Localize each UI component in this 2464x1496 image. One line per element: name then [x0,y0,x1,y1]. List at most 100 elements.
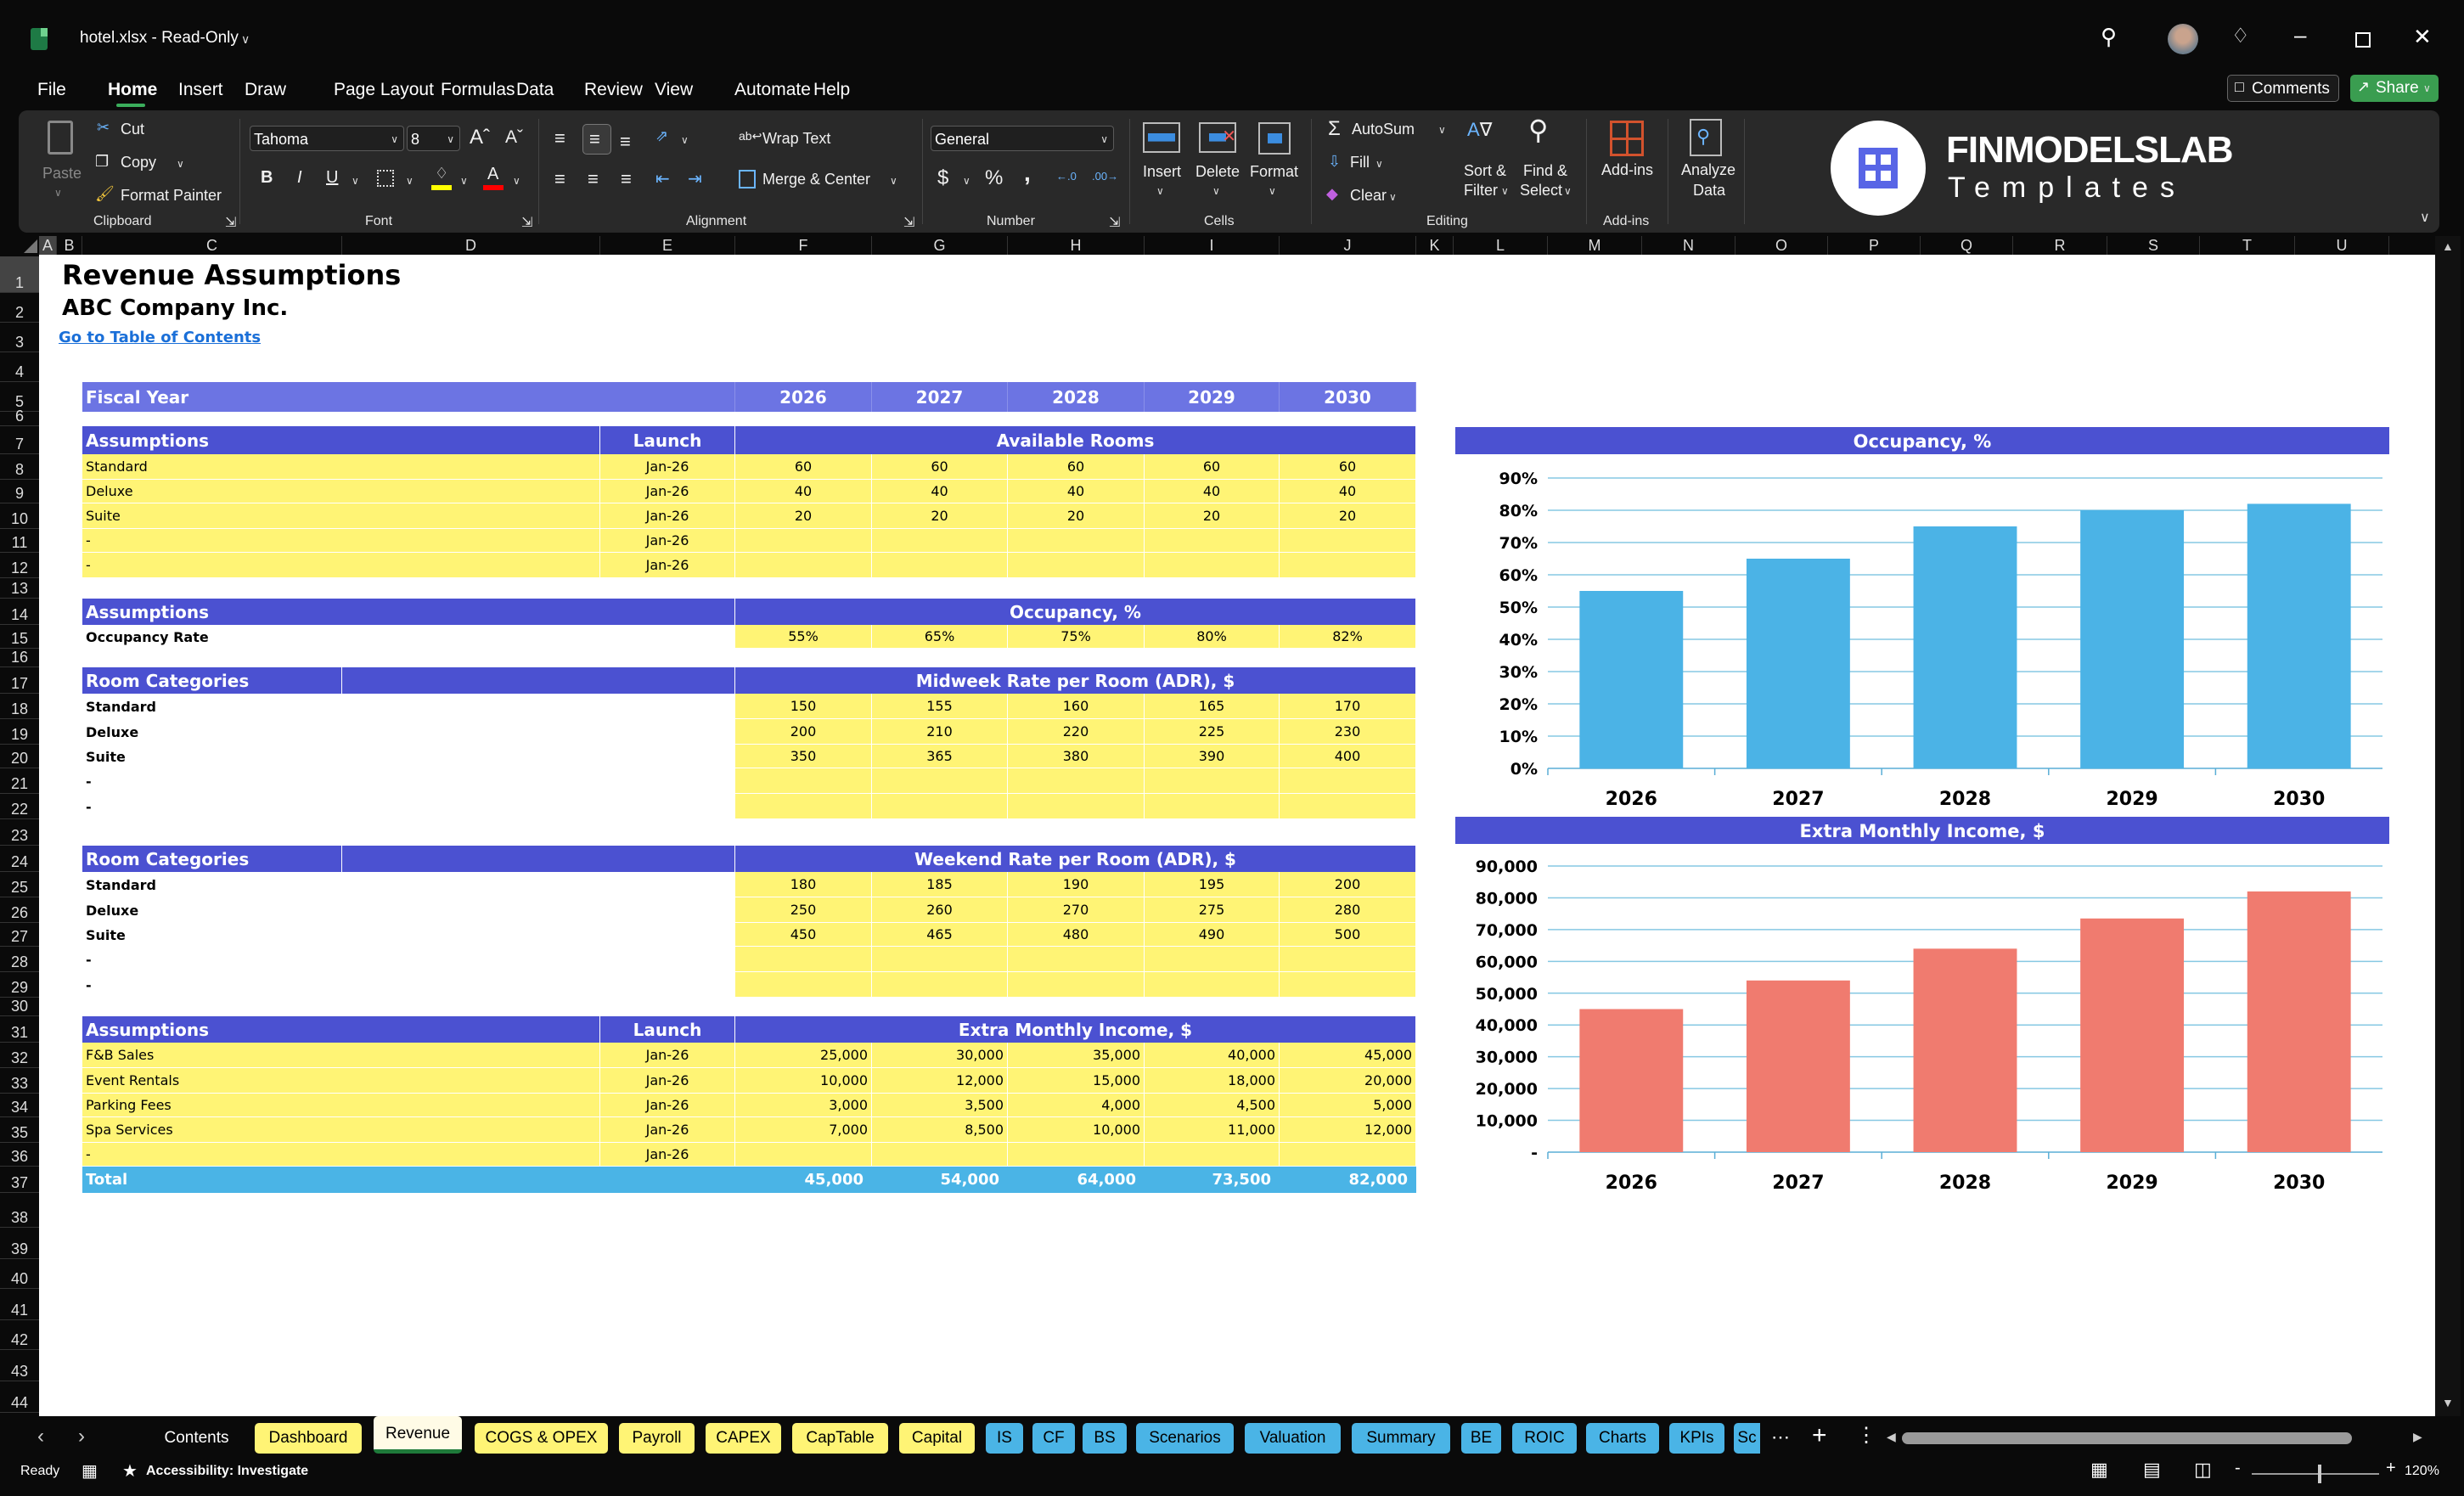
row-header-34[interactable]: 34 [0,1094,39,1117]
wrap-text-button[interactable]: Wrap Text [762,130,831,147]
column-header-B[interactable]: B [57,236,82,255]
row-header-42[interactable]: 42 [0,1320,39,1350]
row-header-29[interactable]: 29 [0,972,39,998]
alignment-launcher-icon[interactable]: ⇲ [903,216,915,230]
font-family-select[interactable]: Tahoma ∨ [250,126,404,151]
row-header-36[interactable]: 36 [0,1143,39,1167]
autosum-chevron-icon[interactable]: ∨ [1438,124,1446,136]
sheet-tab-valuation[interactable]: Valuation [1245,1423,1341,1454]
insert-cells-button[interactable]: Insert [1143,163,1182,180]
more-sheets-icon[interactable]: ⋯ [1771,1426,1790,1448]
window-title[interactable]: hotel.xlsx - Read-Only [80,29,239,47]
sheet-tab-roic[interactable]: ROIC [1512,1423,1577,1454]
fill-chevron-icon[interactable]: ∨ [460,175,468,187]
row-header-15[interactable]: 15 [0,625,39,649]
sheet-tab-capital[interactable]: Capital [899,1423,975,1454]
sheet-tab-charts[interactable]: Charts [1586,1423,1659,1454]
row-header-14[interactable]: 14 [0,599,39,625]
column-header-Q[interactable]: Q [1921,236,2013,255]
row-header-22[interactable]: 22 [0,794,39,819]
paste-button[interactable]: Paste [42,165,82,182]
align-left-icon[interactable]: ≡ [554,168,565,189]
sheet-tab-bs[interactable]: BS [1083,1423,1127,1454]
row-header-44[interactable]: 44 [0,1381,39,1413]
column-header-G[interactable]: G [872,236,1008,255]
borders-icon[interactable] [377,170,394,187]
column-header-E[interactable]: E [600,236,735,255]
clear-button[interactable]: Clear [1350,187,1387,204]
zoom-out-icon[interactable]: - [2235,1459,2241,1477]
toc-link[interactable]: Go to Table of Contents [59,329,262,346]
insert-chevron-icon[interactable]: ∨ [1156,185,1164,197]
row-header-12[interactable]: 12 [0,553,39,578]
clipboard-launcher-icon[interactable]: ⇲ [225,216,237,230]
column-header-S[interactable]: S [2107,236,2200,255]
column-header-C[interactable]: C [82,236,342,255]
share-button[interactable]: ↗ Share ∨ [2350,75,2439,102]
borders-chevron-icon[interactable]: ∨ [406,175,413,187]
column-header-M[interactable]: M [1548,236,1642,255]
row-header-4[interactable]: 4 [0,352,39,382]
accessibility-status[interactable]: Accessibility: Investigate [146,1464,309,1478]
bold-button[interactable]: B [261,168,273,187]
column-header-A[interactable]: A [39,236,57,255]
column-header-K[interactable]: K [1416,236,1454,255]
column-header-D[interactable]: D [342,236,600,255]
format-painter-button[interactable]: Format Painter [121,187,222,204]
find-chevron-icon[interactable]: ∨ [1564,185,1572,197]
accessibility-icon[interactable]: ★ [122,1462,138,1481]
row-header-16[interactable]: 16 [0,649,39,667]
currency-chevron-icon[interactable]: ∨ [963,175,970,187]
decrease-indent-icon[interactable]: ⇤ [655,170,670,188]
sheet-tab-dashboard[interactable]: Dashboard [255,1423,362,1454]
decrease-decimal-icon[interactable]: .00→ [1092,170,1119,183]
column-header-I[interactable]: I [1145,236,1280,255]
add-sheet-icon[interactable]: + [1812,1421,1827,1449]
row-header-7[interactable]: 7 [0,426,39,454]
paste-icon[interactable] [48,121,73,155]
menu-tab-review[interactable]: Review [584,80,643,99]
copy-button[interactable]: Copy [121,154,157,171]
sheet-tab-contents[interactable]: Contents [164,1429,229,1447]
underline-button[interactable]: U [326,168,339,187]
column-header-U[interactable]: U [2295,236,2389,255]
row-header-37[interactable]: 37 [0,1167,39,1193]
find-select-label-2[interactable]: Select [1520,182,1563,199]
page-break-view-icon[interactable]: ◫ [2194,1459,2212,1480]
merge-chevron-icon[interactable]: ∨ [890,175,897,187]
minimize-icon[interactable]: – [2294,22,2307,48]
column-header-L[interactable]: L [1454,236,1548,255]
scroll-down-icon[interactable]: ▼ [2442,1396,2454,1409]
row-header-30[interactable]: 30 [0,998,39,1016]
sheet-tab-sc[interactable]: Sc [1734,1423,1760,1454]
row-header-28[interactable]: 28 [0,947,39,972]
clear-chevron-icon[interactable]: ∨ [1389,191,1397,203]
font-color-icon[interactable]: A [487,165,499,183]
row-header-20[interactable]: 20 [0,745,39,768]
close-icon[interactable]: ✕ [2413,24,2432,49]
comments-button[interactable]: □ Comments [2227,75,2339,102]
sort-chevron-icon[interactable]: ∨ [1501,185,1509,197]
column-header-N[interactable]: N [1642,236,1735,255]
select-all-corner[interactable] [24,239,37,253]
macro-record-icon[interactable]: ▦ [82,1462,98,1481]
menu-tab-home[interactable]: Home [108,80,158,99]
row-header-8[interactable]: 8 [0,454,39,480]
row-header-43[interactable]: 43 [0,1350,39,1381]
row-header-5[interactable]: 5 [0,382,39,412]
column-header-H[interactable]: H [1008,236,1145,255]
analyze-data-label-1[interactable]: Analyze [1681,161,1736,178]
normal-view-icon[interactable]: ▦ [2090,1459,2108,1480]
column-header-R[interactable]: R [2013,236,2107,255]
sheet-tab-payroll[interactable]: Payroll [619,1423,695,1454]
increase-decimal-icon[interactable]: ←.0 [1056,170,1077,183]
comma-button[interactable]: , [1024,160,1031,186]
zoom-level[interactable]: 120% [2405,1464,2439,1478]
menu-tab-draw[interactable]: Draw [245,80,287,99]
row-header-2[interactable]: 2 [0,293,39,323]
premium-diamond-icon[interactable]: ♢ [2231,25,2250,48]
menu-tab-file[interactable]: File [37,80,66,99]
fill-color-icon[interactable]: ♢ [435,165,449,182]
column-header-F[interactable]: F [735,236,872,255]
row-header-31[interactable]: 31 [0,1016,39,1043]
